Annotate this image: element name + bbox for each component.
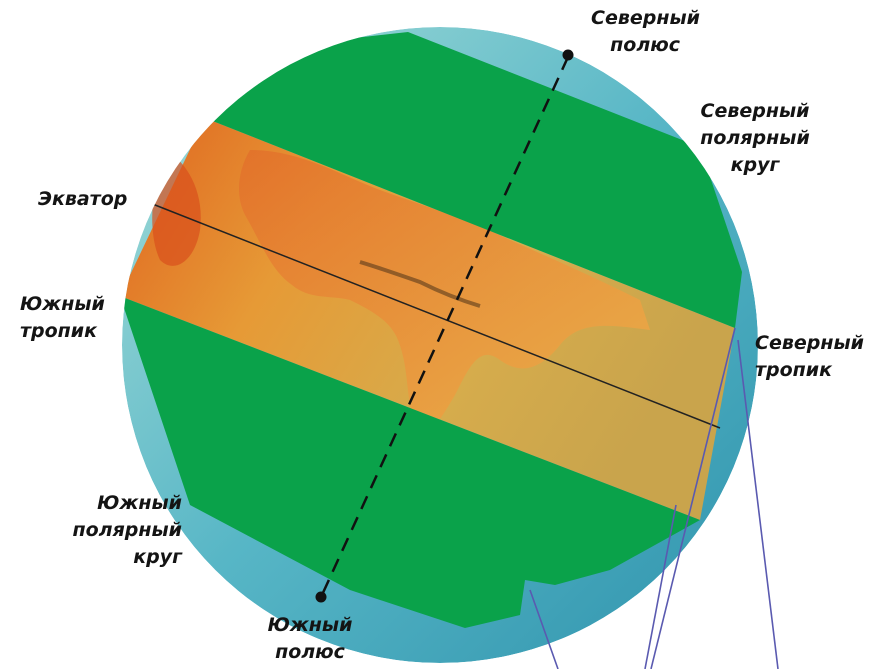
mountain-ridge — [359, 260, 481, 308]
callout-lines — [529, 327, 779, 669]
callout-line-3 — [650, 327, 736, 669]
earth-axis — [320, 56, 570, 596]
south-pole-dot — [315, 591, 327, 603]
label-south-pole: Южный полюс — [267, 614, 353, 663]
north-pole-dot — [562, 49, 574, 61]
callout-line-1 — [529, 589, 559, 669]
label-south-tropic: Южный тропик — [20, 293, 105, 342]
label-equator: Экватор — [38, 188, 128, 210]
label-north-pole: Северный полюс — [591, 7, 700, 56]
southern-temperate-zone — [122, 296, 700, 628]
globe — [122, 27, 758, 663]
landmass — [238, 150, 650, 429]
label-north-tropic: Северный тропик — [755, 332, 864, 381]
callout-line-4 — [737, 339, 779, 669]
callout-line-2 — [644, 504, 677, 669]
northern-temperate-zone — [205, 32, 742, 328]
equator-line — [149, 202, 721, 429]
label-antarctic-circle: Южный полярный круг — [72, 492, 182, 568]
label-arctic-circle: Северный полярный круг — [700, 100, 810, 176]
